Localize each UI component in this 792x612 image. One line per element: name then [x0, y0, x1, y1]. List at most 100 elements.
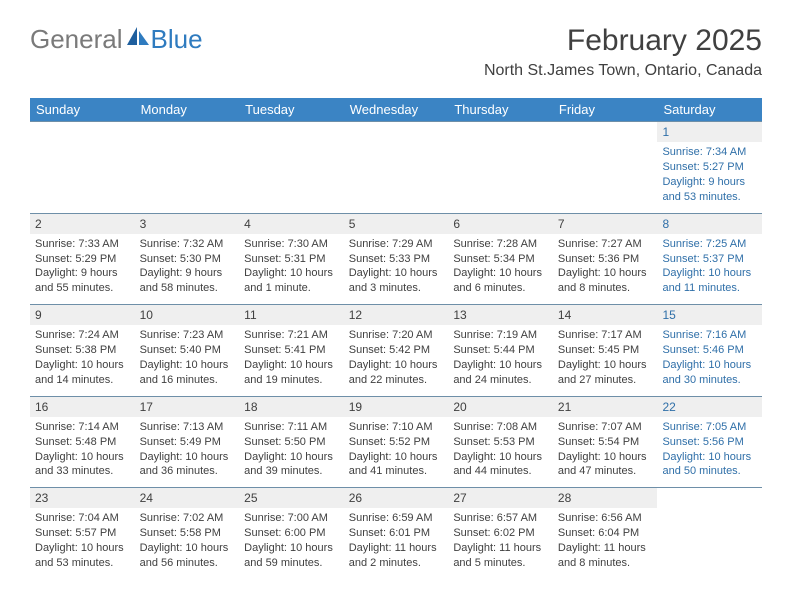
- sunrise-text: Sunrise: 7:14 AM: [35, 420, 130, 435]
- daylight-text: Daylight: 10 hours and 8 minutes.: [558, 266, 653, 296]
- dow-tuesday: Tuesday: [239, 98, 344, 121]
- day-cell: 5Sunrise: 7:29 AMSunset: 5:33 PMDaylight…: [344, 214, 449, 305]
- daylight-text: Daylight: 10 hours and 11 minutes.: [662, 266, 757, 296]
- day-number: 18: [239, 397, 344, 417]
- brand-logo: General Blue: [30, 24, 203, 55]
- daylight-text: Daylight: 10 hours and 41 minutes.: [349, 450, 444, 480]
- day-number: 16: [30, 397, 135, 417]
- sunset-text: Sunset: 5:36 PM: [558, 252, 653, 267]
- day-number: 26: [344, 488, 449, 508]
- daylight-text: Daylight: 10 hours and 56 minutes.: [140, 541, 235, 571]
- daylight-text: Daylight: 9 hours and 55 minutes.: [35, 266, 130, 296]
- daylight-text: Daylight: 10 hours and 6 minutes.: [453, 266, 548, 296]
- sunrise-text: Sunrise: 7:32 AM: [140, 237, 235, 252]
- sunset-text: Sunset: 5:27 PM: [662, 160, 757, 175]
- day-number: 8: [657, 214, 762, 234]
- sunrise-text: Sunrise: 7:04 AM: [35, 511, 130, 526]
- sunrise-text: Sunrise: 7:30 AM: [244, 237, 339, 252]
- day-number: 3: [135, 214, 240, 234]
- daylight-text: Daylight: 10 hours and 16 minutes.: [140, 358, 235, 388]
- day-cell: 25 Sunrise: 7:00 AMSunset: 6:00 PMDayligh…: [239, 488, 344, 579]
- sunrise-text: Sunrise: 7:23 AM: [140, 328, 235, 343]
- sunrise-text: Sunrise: 7:00 AM: [244, 511, 339, 526]
- sunset-text: Sunset: 5:34 PM: [453, 252, 548, 267]
- sunrise-text: Sunrise: 7:16 AM: [662, 328, 757, 343]
- day-cell: 17Sunrise: 7:13 AMSunset: 5:49 PMDayligh…: [135, 397, 240, 488]
- week-row: 9Sunrise: 7:24 AMSunset: 5:38 PMDaylight…: [30, 304, 762, 396]
- daylight-text: Daylight: 10 hours and 44 minutes.: [453, 450, 548, 480]
- daylight-text: Daylight: 9 hours and 58 minutes.: [140, 266, 235, 296]
- daylight-text: Daylight: 10 hours and 53 minutes.: [35, 541, 130, 571]
- location-text: North St.James Town, Ontario, Canada: [484, 62, 762, 80]
- daylight-text: Daylight: 10 hours and 30 minutes.: [662, 358, 757, 388]
- sunrise-text: Sunrise: 7:13 AM: [140, 420, 235, 435]
- sunrise-text: Sunrise: 7:21 AM: [244, 328, 339, 343]
- daylight-text: Daylight: 10 hours and 1 minute.: [244, 266, 339, 296]
- day-cell: 23Sunrise: 7:04 AMSunset: 5:57 PMDayligh…: [30, 488, 135, 579]
- sunrise-text: Sunrise: 7:02 AM: [140, 511, 235, 526]
- day-cell: [344, 122, 449, 213]
- daylight-text: Daylight: 11 hours and 2 minutes.: [349, 541, 444, 571]
- week-row: 23Sunrise: 7:04 AMSunset: 5:57 PMDayligh…: [30, 487, 762, 579]
- daylight-text: Daylight: 11 hours and 5 minutes.: [453, 541, 548, 571]
- dow-thursday: Thursday: [448, 98, 553, 121]
- day-number: 28: [553, 488, 658, 508]
- sunrise-text: Sunrise: 7:07 AM: [558, 420, 653, 435]
- sunset-text: Sunset: 5:40 PM: [140, 343, 235, 358]
- day-cell: 13Sunrise: 7:19 AMSunset: 5:44 PMDayligh…: [448, 305, 553, 396]
- day-cell: 14Sunrise: 7:17 AMSunset: 5:45 PMDayligh…: [553, 305, 658, 396]
- day-cell: 18Sunrise: 7:11 AMSunset: 5:50 PMDayligh…: [239, 397, 344, 488]
- sunset-text: Sunset: 6:01 PM: [349, 526, 444, 541]
- day-number: 25: [239, 488, 344, 508]
- day-cell: 12Sunrise: 7:20 AMSunset: 5:42 PMDayligh…: [344, 305, 449, 396]
- day-cell: [135, 122, 240, 213]
- day-cell: 15Sunrise: 7:16 AMSunset: 5:46 PMDayligh…: [657, 305, 762, 396]
- sunrise-text: Sunrise: 6:59 AM: [349, 511, 444, 526]
- sunset-text: Sunset: 6:00 PM: [244, 526, 339, 541]
- sunset-text: Sunset: 5:57 PM: [35, 526, 130, 541]
- sunrise-text: Sunrise: 7:05 AM: [662, 420, 757, 435]
- sunset-text: Sunset: 5:52 PM: [349, 435, 444, 450]
- weeks-container: 1Sunrise: 7:34 AMSunset: 5:27 PMDaylight…: [30, 121, 762, 579]
- day-number: 21: [553, 397, 658, 417]
- day-cell: 20Sunrise: 7:08 AMSunset: 5:53 PMDayligh…: [448, 397, 553, 488]
- daylight-text: Daylight: 10 hours and 22 minutes.: [349, 358, 444, 388]
- sunset-text: Sunset: 5:29 PM: [35, 252, 130, 267]
- sunset-text: Sunset: 5:45 PM: [558, 343, 653, 358]
- week-row: 1Sunrise: 7:34 AMSunset: 5:27 PMDaylight…: [30, 121, 762, 213]
- sunset-text: Sunset: 5:30 PM: [140, 252, 235, 267]
- day-cell: [30, 122, 135, 213]
- sunrise-text: Sunrise: 6:56 AM: [558, 511, 653, 526]
- daylight-text: Daylight: 10 hours and 59 minutes.: [244, 541, 339, 571]
- sunrise-text: Sunrise: 7:29 AM: [349, 237, 444, 252]
- sunset-text: Sunset: 5:49 PM: [140, 435, 235, 450]
- sunset-text: Sunset: 5:48 PM: [35, 435, 130, 450]
- day-cell: [448, 122, 553, 213]
- day-cell: 6Sunrise: 7:28 AMSunset: 5:34 PMDaylight…: [448, 214, 553, 305]
- sunset-text: Sunset: 5:58 PM: [140, 526, 235, 541]
- day-cell: 7 Sunrise: 7:27 AMSunset: 5:36 PMDaylight…: [553, 214, 658, 305]
- day-cell: 8Sunrise: 7:25 AMSunset: 5:37 PMDaylight…: [657, 214, 762, 305]
- sunrise-text: Sunrise: 7:24 AM: [35, 328, 130, 343]
- sunset-text: Sunset: 5:50 PM: [244, 435, 339, 450]
- day-cell: 24Sunrise: 7:02 AMSunset: 5:58 PMDayligh…: [135, 488, 240, 579]
- day-number: 14: [553, 305, 658, 325]
- daylight-text: Daylight: 10 hours and 3 minutes.: [349, 266, 444, 296]
- day-number: 27: [448, 488, 553, 508]
- dow-friday: Friday: [553, 98, 658, 121]
- daylight-text: Daylight: 10 hours and 39 minutes.: [244, 450, 339, 480]
- day-cell: 2Sunrise: 7:33 AMSunset: 5:29 PMDaylight…: [30, 214, 135, 305]
- sunset-text: Sunset: 5:38 PM: [35, 343, 130, 358]
- day-number: 15: [657, 305, 762, 325]
- sail-icon: [127, 27, 149, 52]
- day-number: 7: [553, 214, 658, 234]
- daylight-text: Daylight: 10 hours and 14 minutes.: [35, 358, 130, 388]
- sunset-text: Sunset: 5:41 PM: [244, 343, 339, 358]
- sunrise-text: Sunrise: 7:27 AM: [558, 237, 653, 252]
- sunset-text: Sunset: 5:54 PM: [558, 435, 653, 450]
- day-cell: 1Sunrise: 7:34 AMSunset: 5:27 PMDaylight…: [657, 122, 762, 213]
- sunrise-text: Sunrise: 7:10 AM: [349, 420, 444, 435]
- sunrise-text: Sunrise: 7:17 AM: [558, 328, 653, 343]
- day-cell: 3 Sunrise: 7:32 AMSunset: 5:30 PMDaylight…: [135, 214, 240, 305]
- day-number: 11: [239, 305, 344, 325]
